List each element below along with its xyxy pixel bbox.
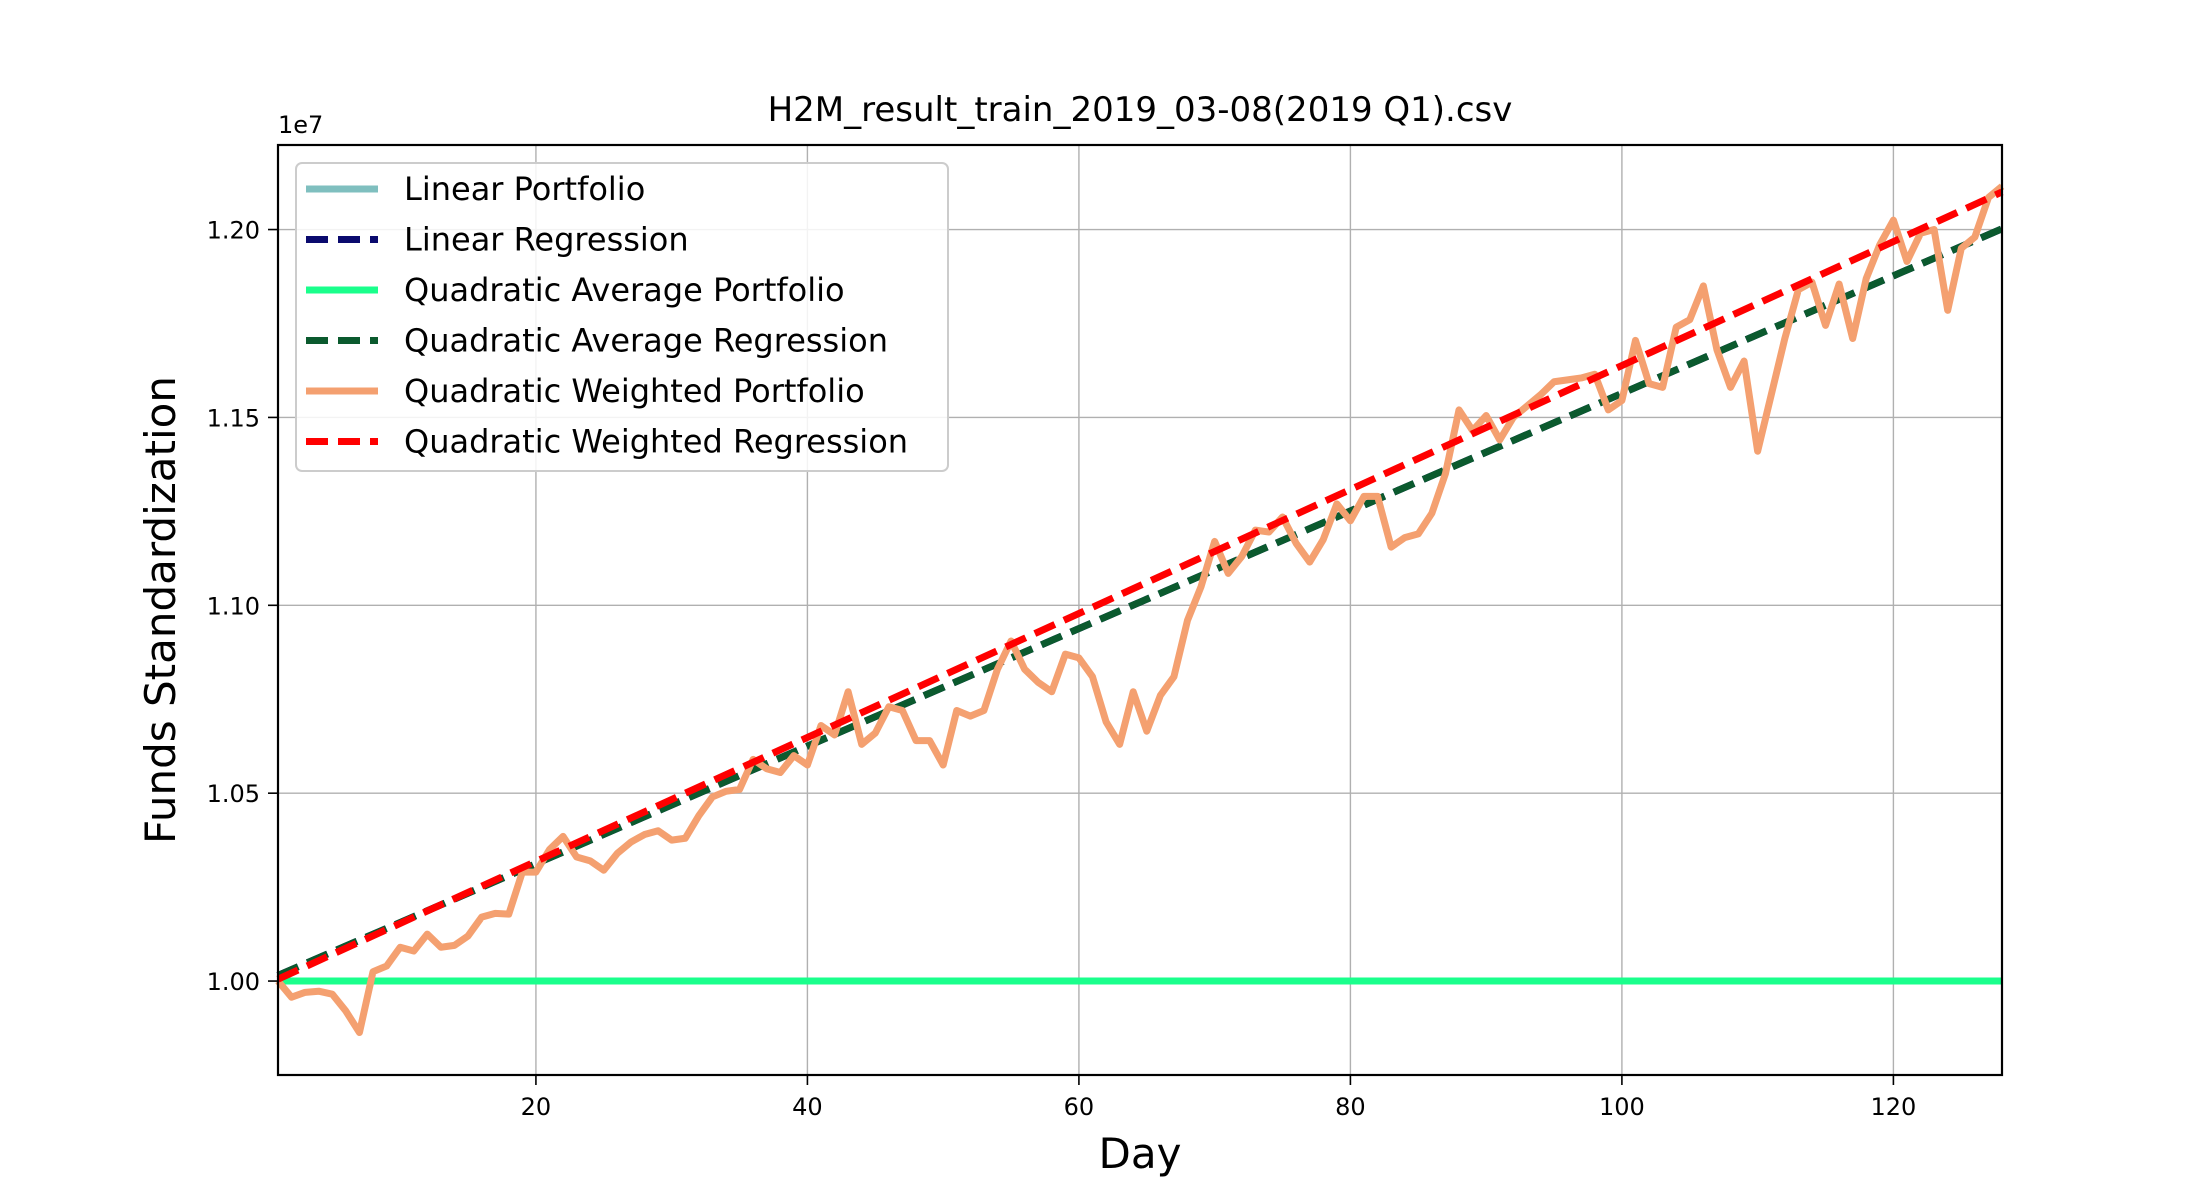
series-line-5 xyxy=(276,188,2004,983)
x-tick-label: 120 xyxy=(1870,1093,1916,1121)
legend-label-0: Linear Portfolio xyxy=(404,170,645,208)
axes-frame xyxy=(276,143,2004,1077)
legend-label-3: Quadratic Average Regression xyxy=(404,322,888,360)
legend-box xyxy=(295,162,949,472)
x-tick-label: 20 xyxy=(521,1093,552,1121)
legend-label-5: Quadratic Weighted Regression xyxy=(404,423,908,461)
y-tick-label: 1.00 xyxy=(207,968,260,996)
x-tick-label: 60 xyxy=(1064,1093,1095,1121)
y-tick-label: 1.10 xyxy=(207,592,260,620)
chart-title: H2M_result_train_2019_03-08(2019 Q1).csv xyxy=(768,90,1513,130)
series-line-3 xyxy=(276,225,2004,979)
series-line-4 xyxy=(275,183,2005,1037)
y-tick-label: 1.05 xyxy=(207,780,260,808)
x-tick-label: 100 xyxy=(1599,1093,1645,1121)
x-tick-label: 40 xyxy=(792,1093,823,1121)
y-axis-label: Funds Standardization xyxy=(136,376,185,844)
legend-label-2: Quadratic Average Portfolio xyxy=(404,271,845,309)
y-tick-label: 1.15 xyxy=(207,404,260,432)
legend-label-4: Quadratic Weighted Portfolio xyxy=(404,372,865,410)
y-tick-label: 1.20 xyxy=(207,217,260,245)
x-axis-label: Day xyxy=(1099,1129,1182,1178)
y-offset-label: 1e7 xyxy=(278,111,323,139)
legend-label-1: Linear Regression xyxy=(404,221,689,259)
x-tick-label: 80 xyxy=(1335,1093,1366,1121)
